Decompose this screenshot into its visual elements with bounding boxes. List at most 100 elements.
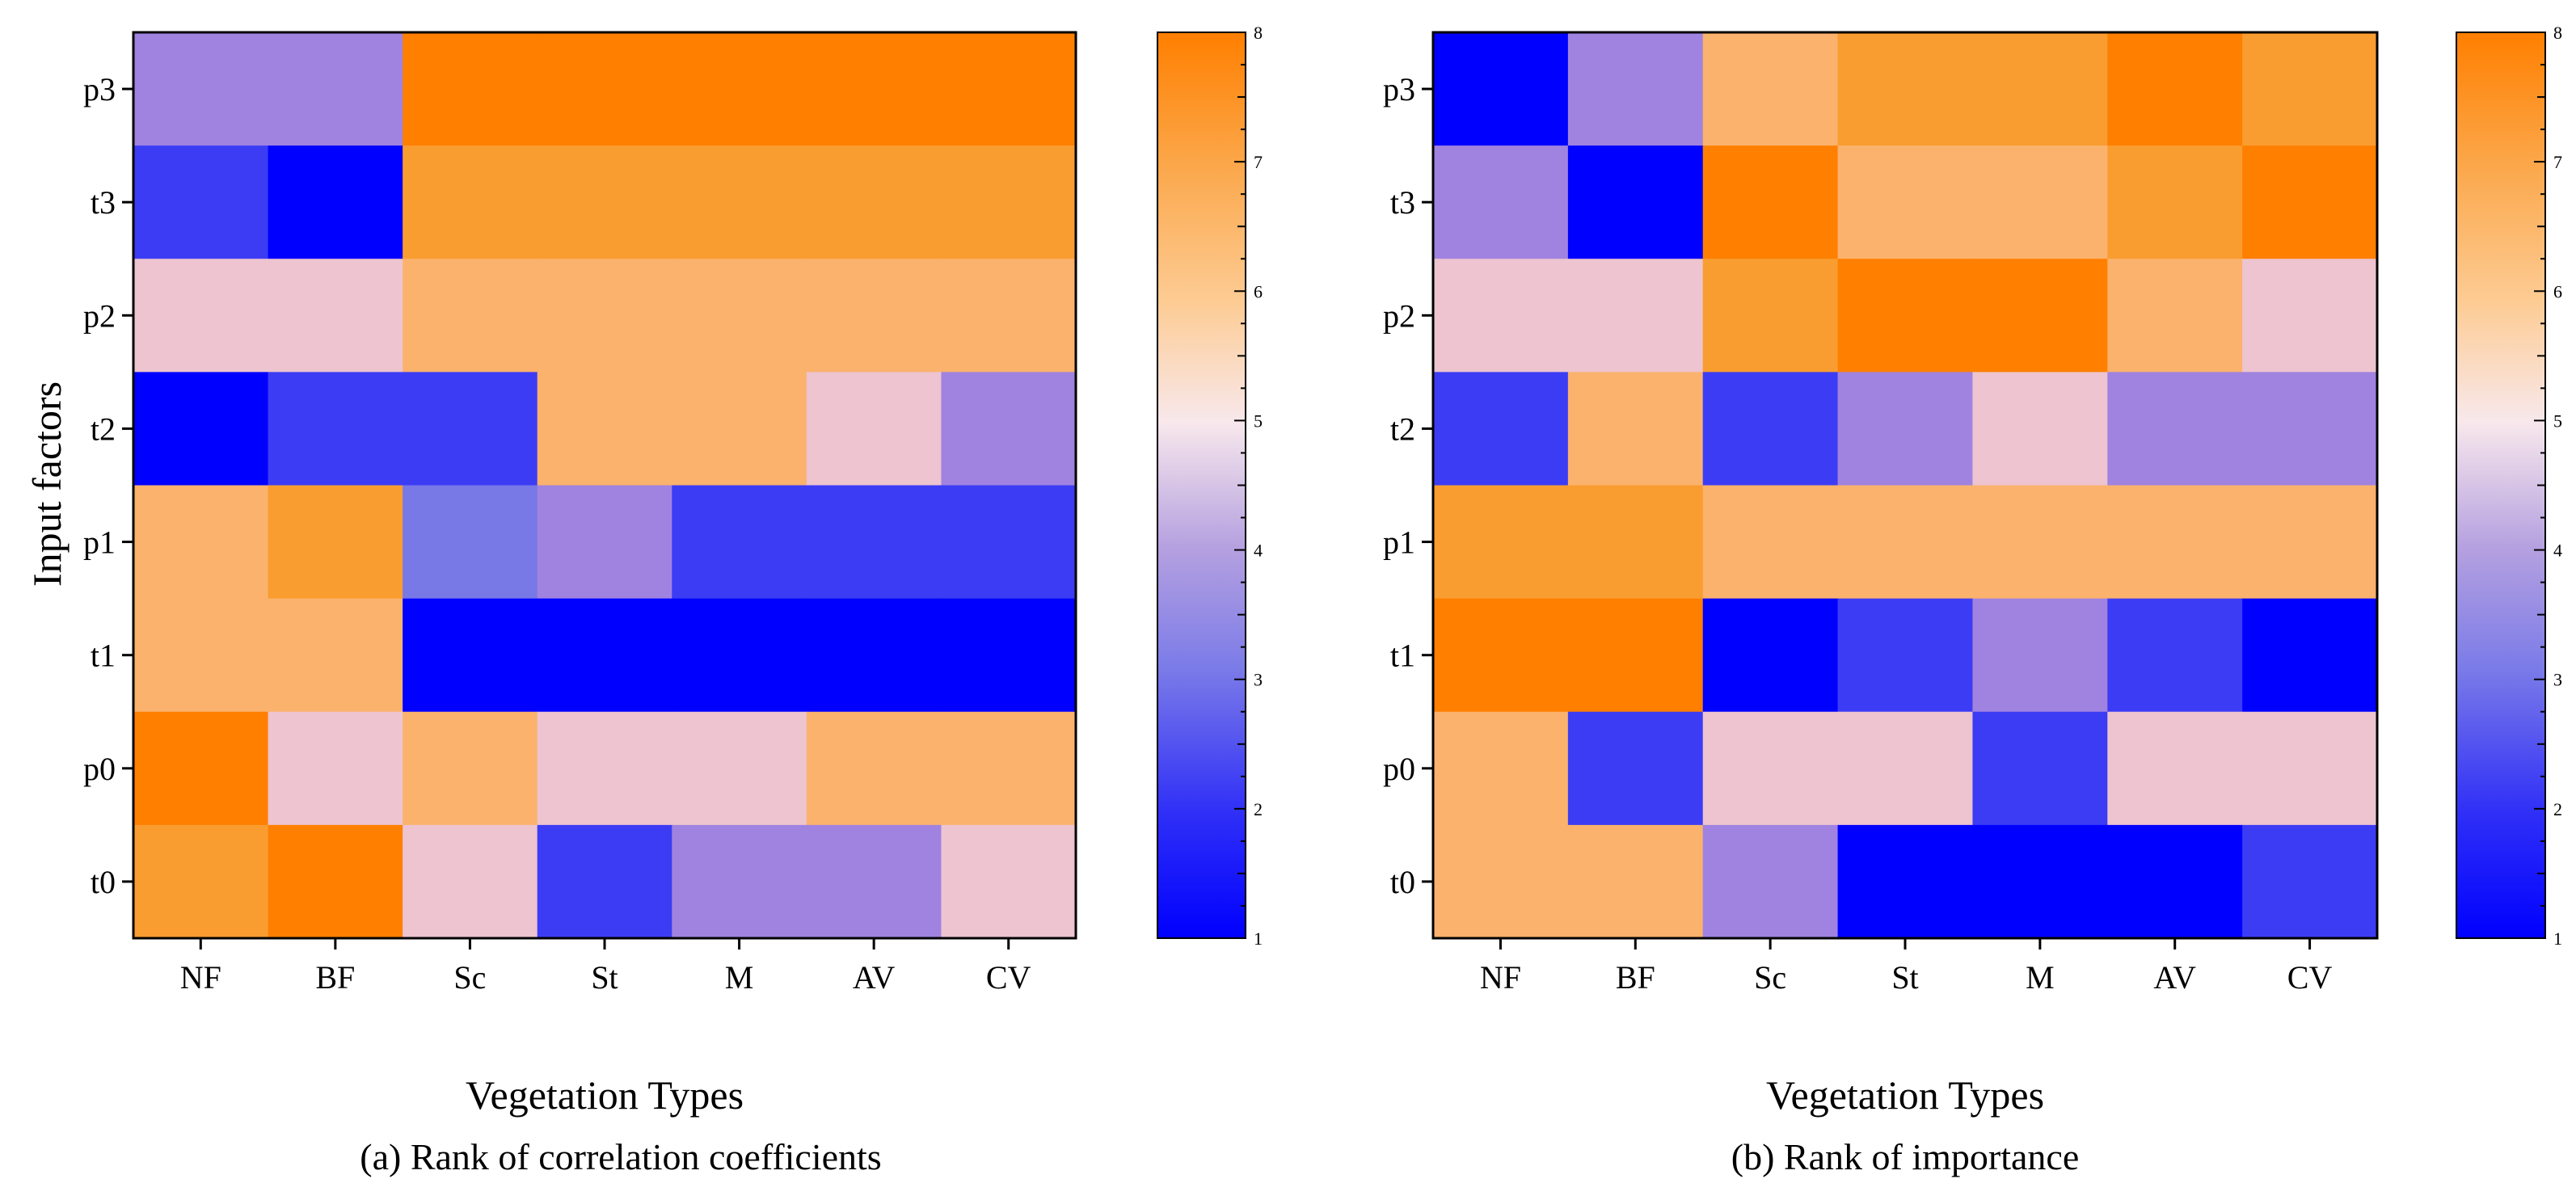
heatmap-b-cell-p2-CV xyxy=(2242,259,2378,373)
heatmap-a-cell-p2-Sc xyxy=(403,259,538,373)
heatmap-a-cell-p2-AV xyxy=(806,259,942,373)
heatmap-a-cell-p3-CV xyxy=(941,32,1077,146)
heatmap-a-cell-p1-CV xyxy=(941,485,1077,600)
heatmap-a-cell-t2-M xyxy=(672,372,807,486)
heatmap-a-colorbar-tick-label: 6 xyxy=(1254,281,1263,301)
heatmap-b-cell-t2-M xyxy=(1972,372,2109,486)
heatmap-b-cell-t2-Sc xyxy=(1702,372,1839,486)
heatmap-a-x-tick-label: CV xyxy=(986,959,1031,996)
heatmap-a-y-tick-label: p1 xyxy=(83,524,116,561)
heatmap-a-colorbar: 1 2 3 4 5 6 7 8 xyxy=(1157,23,1263,949)
heatmap-b-cell-p1-St xyxy=(1837,485,1974,600)
heatmap-b-cell-t2-CV xyxy=(2242,372,2378,486)
heatmap-b-cell-t0-BF xyxy=(1567,824,1704,939)
heatmap-b-y-tick-label: p3 xyxy=(1383,71,1415,107)
heatmap-a-cell-t3-NF xyxy=(133,145,269,260)
heatmap-a-cell-t1-BF xyxy=(268,598,403,713)
heatmap-b-cell-p2-Sc xyxy=(1702,259,1839,373)
heatmap-b-cell-t1-St xyxy=(1837,598,1974,713)
heatmap-b-cell-p2-NF xyxy=(1433,259,1569,373)
heatmap-b-colorbar-tick-label: 1 xyxy=(2553,928,2562,949)
heatmap-a-y-tick-label: p3 xyxy=(83,71,116,107)
heatmap-a-colorbar-tick-label: 7 xyxy=(1254,152,1263,172)
heatmap-a-x-axis-title: Vegetation Types xyxy=(466,1072,744,1118)
heatmap-a-cell-p3-BF xyxy=(268,32,403,146)
heatmap-b-y-tick-label: p0 xyxy=(1383,751,1415,787)
heatmap-b-cell-t0-NF xyxy=(1433,824,1569,939)
heatmap-b-colorbar-tick-label: 8 xyxy=(2553,23,2562,43)
heatmap-a-cell-t1-M xyxy=(672,598,807,713)
heatmap-a-cell-t3-Sc xyxy=(403,145,538,260)
heatmap-a-x-tick-label: Sc xyxy=(453,959,486,996)
heatmap-a-cell-t2-CV xyxy=(941,372,1077,486)
heatmap-a-cell-p0-CV xyxy=(941,711,1077,826)
heatmap-a-cell-t1-NF xyxy=(133,598,269,713)
heatmap-a-cell-t1-CV xyxy=(941,598,1077,713)
heatmap-a-cells xyxy=(133,32,1077,939)
heatmap-a-cell-p3-AV xyxy=(806,32,942,146)
heatmap-a-cell-t0-Sc xyxy=(403,824,538,939)
heatmap-b-y-tick-label: p2 xyxy=(1383,297,1415,334)
heatmap-a-x-tick-label: St xyxy=(591,959,618,996)
heatmap-b-cell-p3-St xyxy=(1837,32,1974,146)
heatmap-b-y-ticks: p3 t3 p2 t2 p1 t1 p0 t0 xyxy=(1383,71,1433,900)
heatmap-a-colorbar-tick-label: 2 xyxy=(1254,799,1263,819)
heatmap-a-colorbar-tick-label: 1 xyxy=(1254,928,1263,949)
heatmap-b-cell-t3-NF xyxy=(1433,145,1569,260)
heatmap-a-cell-t1-St xyxy=(537,598,673,713)
heatmap-a-colorbar-ticks: 1 2 3 4 5 6 7 8 xyxy=(1234,23,1263,949)
heatmap-a-cell-p0-AV xyxy=(806,711,942,826)
heatmap-a-cell-p2-CV xyxy=(941,259,1077,373)
heatmap-a-y-tick-label: t3 xyxy=(91,184,116,221)
heatmap-b-cell-t3-St xyxy=(1837,145,1974,260)
heatmap-b-cell-t3-AV xyxy=(2107,145,2243,260)
heatmap-a-x-tick-label: M xyxy=(725,959,754,996)
heatmap-b-y-tick-label: p1 xyxy=(1383,524,1415,561)
heatmap-a-cell-p1-Sc xyxy=(403,485,538,600)
heatmap-a-cell-p3-NF xyxy=(133,32,269,146)
heatmap-b-cell-t2-AV xyxy=(2107,372,2243,486)
heatmap-a-y-axis-title: Input factors xyxy=(24,381,70,587)
heatmap-b-cell-p0-NF xyxy=(1433,711,1569,826)
heatmap-a-y-tick-label: p2 xyxy=(83,297,116,334)
heatmap-b-cell-p3-M xyxy=(1972,32,2109,146)
heatmap-a-colorbar-tick-label: 5 xyxy=(1254,411,1263,431)
heatmap-a-y-tick-label: t1 xyxy=(91,638,116,674)
heatmap-b-cell-p3-CV xyxy=(2242,32,2378,146)
heatmap-b-colorbar: 1 2 3 4 5 6 7 8 xyxy=(2456,23,2562,949)
heatmap-a-cell-p2-NF xyxy=(133,259,269,373)
heatmap-a-cell-t3-BF xyxy=(268,145,403,260)
heatmap-a-cell-p3-St xyxy=(537,32,673,146)
heatmap-b-cell-p0-BF xyxy=(1567,711,1704,826)
heatmap-a-cell-p1-NF xyxy=(133,485,269,600)
heatmap-b-cell-t1-NF xyxy=(1433,598,1569,713)
heatmap-b-cell-t2-St xyxy=(1837,372,1974,486)
heatmap-a-cell-p0-BF xyxy=(268,711,403,826)
heatmap-b-y-tick-label: t2 xyxy=(1390,411,1415,447)
heatmap-b-cell-p3-AV xyxy=(2107,32,2243,146)
heatmap-b-colorbar-tick-label: 6 xyxy=(2553,281,2562,301)
heatmap-b-cell-p1-NF xyxy=(1433,485,1569,600)
heatmap-b-cell-t1-Sc xyxy=(1702,598,1839,713)
heatmap-panel-b: NF BF Sc St M AV CV p3 t3 p2 t2 p1 t1 p0 t0 Vegetatio… xyxy=(1383,23,2562,1177)
heatmap-b-colorbar-tick-label: 5 xyxy=(2553,411,2562,431)
heatmap-a-y-tick-label: t2 xyxy=(91,411,116,447)
heatmap-a-cell-p3-M xyxy=(672,32,807,146)
heatmap-b-cell-t2-BF xyxy=(1567,372,1704,486)
heatmap-a-cell-t1-AV xyxy=(806,598,942,713)
heatmap-a-cell-t0-CV xyxy=(941,824,1077,939)
heatmap-b-cell-t3-Sc xyxy=(1702,145,1839,260)
heatmap-b-cell-p1-BF xyxy=(1567,485,1704,600)
heatmap-a-cell-p1-AV xyxy=(806,485,942,600)
heatmap-b-cell-p2-AV xyxy=(2107,259,2243,373)
heatmap-a-cell-p1-BF xyxy=(268,485,403,600)
heatmap-a-cell-t0-NF xyxy=(133,824,269,939)
heatmap-b-colorbar-tick-label: 2 xyxy=(2553,799,2562,819)
heatmap-b-colorbar-tick-label: 7 xyxy=(2553,152,2562,172)
heatmap-a-cell-p0-St xyxy=(537,711,673,826)
heatmap-b-cell-p0-AV xyxy=(2107,711,2243,826)
heatmap-a-cell-t2-NF xyxy=(133,372,269,486)
heatmap-b-cell-t1-AV xyxy=(2107,598,2243,713)
heatmap-b-y-tick-label: t3 xyxy=(1390,184,1415,221)
